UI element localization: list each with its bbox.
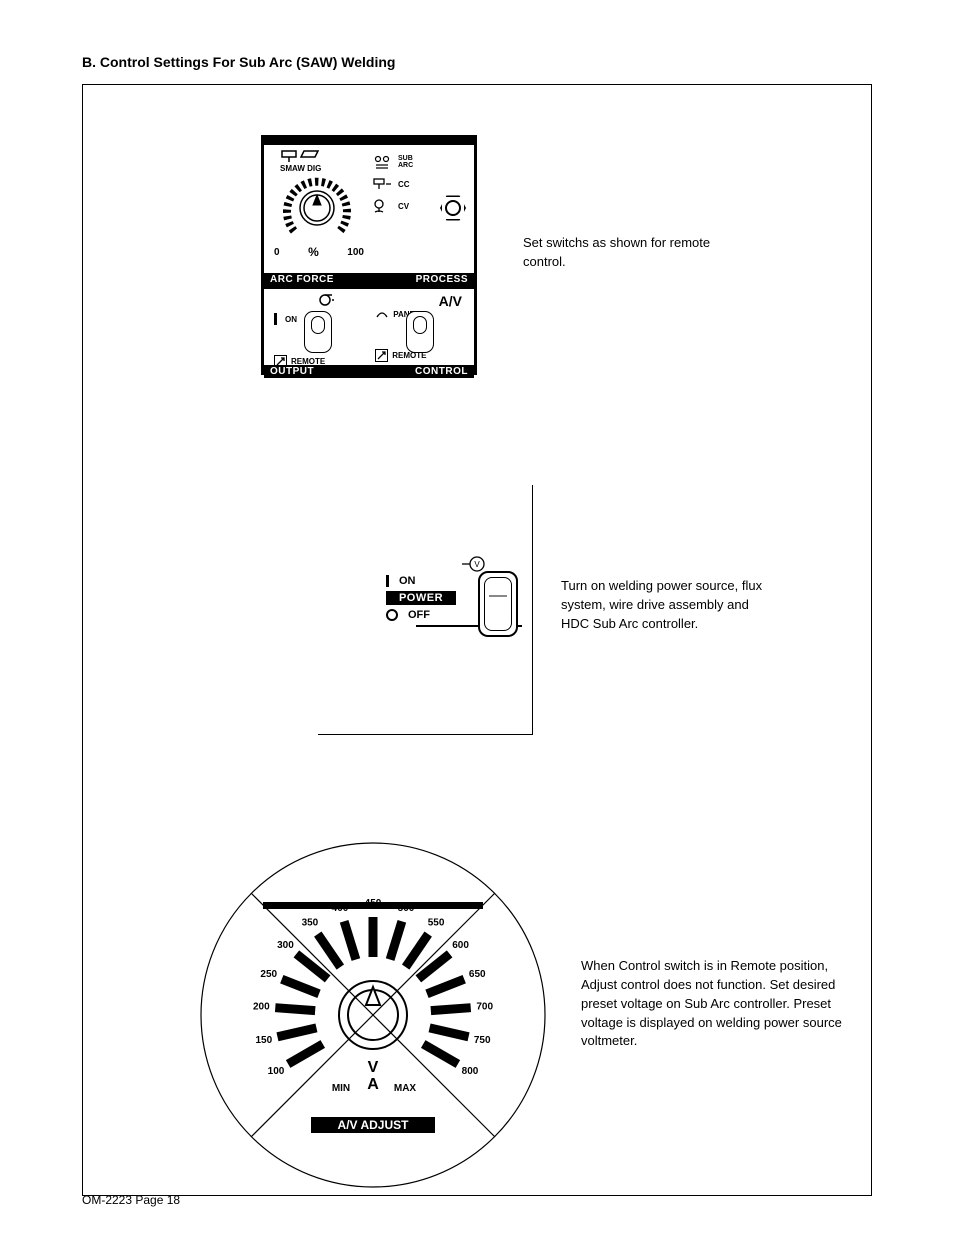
svg-text:A: A: [367, 1076, 379, 1093]
output-switch-group: ON REMOTE: [268, 293, 369, 365]
arc-force-scale: 0 % 100: [274, 247, 364, 259]
contactor-icon: [316, 293, 334, 307]
output-bar-label: OUTPUT: [270, 366, 314, 377]
instruction-2: Turn on welding power source, flux syste…: [561, 577, 771, 634]
instruction-3: When Control switch is in Remote positio…: [581, 957, 851, 1051]
power-rocker-switch[interactable]: [478, 571, 518, 637]
process-subarc-label: SUB ARC: [398, 155, 413, 169]
av-adjust-dial: 100 150 200 250 300 350 400 450 500 550 600 650 700 7…: [193, 835, 553, 1195]
remote-arrow-icon: [375, 349, 388, 362]
output-on-label: ON: [285, 315, 297, 324]
power-bar-label: POWER: [386, 591, 456, 605]
svg-text:600: 600: [452, 940, 469, 951]
svg-text:800: 800: [462, 1066, 479, 1077]
process-switch[interactable]: [438, 161, 468, 255]
svg-text:V: V: [368, 1059, 379, 1076]
process-bar-label: PROCESS: [416, 274, 468, 285]
control-switch-group: A/V PANEL REMOTE: [369, 293, 470, 365]
svg-text:300: 300: [277, 940, 294, 951]
svg-text:500: 500: [398, 903, 415, 914]
cv-icon: [372, 199, 392, 213]
av-heading: A/V: [439, 293, 462, 309]
output-toggle[interactable]: [304, 311, 332, 353]
arc-force-knob[interactable]: [282, 173, 352, 243]
svg-text:MIN: MIN: [332, 1083, 350, 1094]
content-frame: Set switchs as shown for remote control.…: [82, 84, 872, 1196]
power-off-label: OFF: [408, 609, 430, 621]
svg-text:400: 400: [332, 903, 349, 914]
controls-panel: SMAW DIG 0 % 100: [261, 135, 477, 375]
electrode-icon: [280, 149, 322, 163]
page-footer: OM-2223 Page 18: [82, 1193, 180, 1207]
process-cv-label: CV: [398, 202, 409, 211]
process-selector: SUB ARC CC CV: [372, 155, 468, 221]
svg-text:650: 650: [469, 969, 486, 980]
svg-text:200: 200: [253, 1002, 270, 1013]
svg-text:250: 250: [260, 969, 277, 980]
svg-text:150: 150: [255, 1035, 272, 1046]
svg-text:V: V: [474, 560, 480, 569]
power-switch-panel: V ON POWER OFF: [318, 485, 533, 735]
panel-hand-icon: [375, 309, 389, 319]
instruction-1: Set switchs as shown for remote control.: [523, 234, 723, 272]
svg-text:700: 700: [476, 1002, 493, 1013]
svg-text:MAX: MAX: [394, 1083, 417, 1094]
svg-text:A/V ADJUST: A/V ADJUST: [338, 1118, 410, 1132]
svg-text:100: 100: [268, 1066, 285, 1077]
smaw-dig-label: SMAW DIG: [280, 149, 322, 173]
process-cc-label: CC: [398, 180, 410, 189]
svg-text:350: 350: [302, 917, 319, 928]
power-on-label: ON: [399, 575, 416, 587]
cc-icon: [372, 177, 392, 191]
svg-text:750: 750: [474, 1035, 491, 1046]
svg-text:450: 450: [365, 898, 382, 909]
control-bar-label: CONTROL: [415, 366, 468, 377]
section-title: B. Control Settings For Sub Arc (SAW) We…: [82, 54, 872, 70]
subarc-icon: [372, 155, 392, 169]
control-toggle[interactable]: [406, 311, 434, 353]
arc-force-bar-label: ARC FORCE: [270, 274, 334, 285]
svg-text:550: 550: [428, 917, 445, 928]
